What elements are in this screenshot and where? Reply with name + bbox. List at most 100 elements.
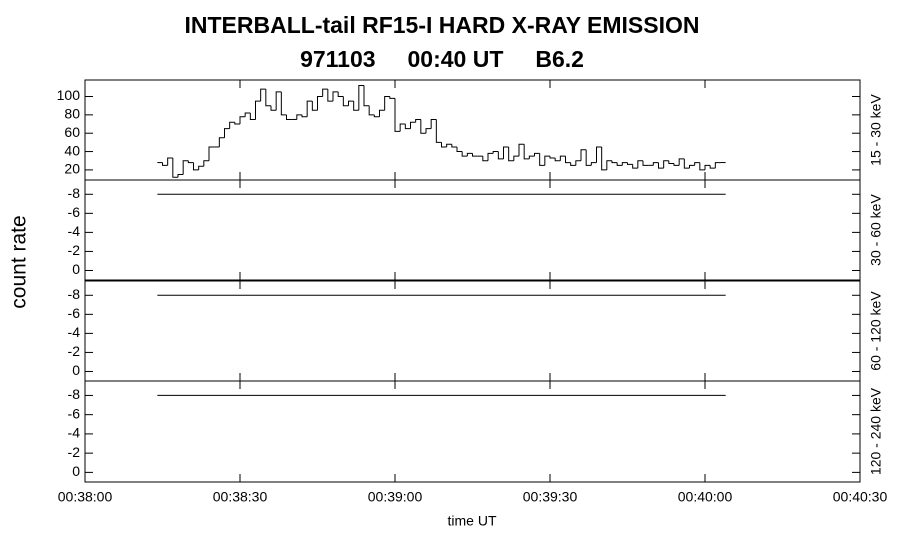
histogram-step	[683, 158, 690, 169]
histogram-step	[601, 146, 607, 171]
histogram-step	[275, 91, 282, 111]
histogram-step	[368, 105, 375, 116]
histogram-step	[549, 156, 556, 159]
histogram-step	[260, 88, 266, 102]
histogram-step	[203, 160, 209, 167]
y-tick-label: -4	[68, 425, 81, 441]
histogram-step	[342, 96, 349, 107]
histogram-step	[704, 164, 711, 170]
histogram-step	[487, 152, 494, 161]
histogram-step	[198, 165, 204, 170]
histogram-step	[280, 91, 287, 116]
y-tick-label: 0	[72, 463, 80, 479]
histogram-step	[353, 101, 359, 111]
histogram-step	[472, 153, 478, 157]
histogram-step	[658, 162, 664, 169]
histogram-step	[394, 98, 401, 132]
histogram-step	[311, 101, 318, 111]
histogram-step	[379, 109, 385, 117]
y-tick-label: -8	[68, 386, 81, 402]
histogram-step	[565, 156, 571, 164]
histogram-step	[456, 146, 463, 153]
x-axis-label: time UT	[448, 513, 497, 529]
histogram-step	[399, 123, 406, 132]
histogram-step	[218, 137, 225, 147]
histogram-step	[265, 89, 271, 107]
y-tick-label: -2	[68, 242, 81, 258]
histogram-step	[193, 162, 199, 171]
y-tick-label: 40	[64, 142, 80, 158]
histogram-step	[523, 144, 530, 160]
histogram-step	[616, 162, 623, 166]
chart-title: INTERBALL-tail RF15-I HARD X-RAY EMISSIO…	[185, 12, 700, 38]
y-tick-label: 60	[64, 124, 80, 140]
histogram-step	[596, 146, 602, 163]
histogram-step	[162, 162, 168, 166]
histogram-step	[668, 160, 674, 164]
histogram-step	[544, 155, 550, 166]
histogram-step	[451, 144, 457, 148]
y-tick-label: -4	[68, 324, 81, 340]
histogram-step	[446, 143, 452, 147]
histogram-step	[513, 155, 519, 161]
histogram-step	[172, 157, 178, 178]
x-tick-label: 00:38:00	[58, 489, 113, 505]
histogram-step	[580, 149, 587, 161]
histogram-step	[637, 160, 643, 169]
x-tick-label: 00:38:30	[213, 489, 268, 505]
y-tick-label: -6	[68, 405, 81, 421]
y-tick-label: 100	[57, 87, 81, 103]
histogram-step	[296, 114, 302, 120]
histogram-step	[327, 89, 333, 102]
histogram-step	[182, 160, 189, 175]
histogram-step	[606, 160, 612, 170]
histogram-step	[466, 152, 473, 157]
histogram-step	[503, 146, 509, 159]
histogram-step	[301, 114, 308, 118]
panel-frame	[84, 79, 861, 181]
histogram-step	[208, 146, 215, 161]
y-tick-label: -6	[68, 204, 81, 220]
histogram-step	[348, 100, 354, 106]
histogram-step	[699, 162, 705, 171]
histogram-step	[663, 160, 669, 169]
histogram-step	[709, 165, 716, 169]
histogram-step	[621, 162, 628, 166]
y-tick-label: 80	[64, 106, 80, 122]
chart-subtitle: 971103 00:40 UT B6.2	[300, 46, 584, 72]
histogram-step	[694, 162, 700, 166]
histogram-step	[430, 118, 437, 129]
y-tick-label: -2	[68, 444, 81, 460]
histogram-step	[384, 96, 390, 111]
histogram-step	[322, 88, 328, 97]
histogram-step	[317, 96, 323, 111]
x-tick-label: 00:39:00	[368, 489, 423, 505]
y-tick-label: -4	[68, 223, 81, 239]
histogram-step	[425, 128, 432, 134]
histogram-step	[482, 156, 488, 162]
histogram-step	[689, 164, 695, 169]
histogram-step	[389, 96, 395, 99]
histogram-step	[441, 142, 447, 148]
y-tick-label: -6	[68, 305, 81, 321]
histogram-step	[554, 157, 561, 162]
histogram-step	[373, 114, 380, 118]
y-tick-label: 20	[64, 161, 80, 177]
histogram-step	[167, 157, 173, 166]
channel-label: 15 - 30 keV	[868, 94, 884, 166]
y-axis-label: count rate	[8, 215, 31, 308]
histogram-step	[234, 122, 240, 125]
histogram-step	[575, 160, 581, 166]
histogram-step	[270, 105, 277, 111]
histogram-step	[239, 116, 246, 125]
histogram-step	[177, 173, 184, 178]
histogram-step	[585, 149, 592, 166]
histogram-step	[678, 158, 685, 166]
y-tick-label: -8	[68, 185, 81, 201]
histogram-step	[435, 119, 442, 143]
histogram-step	[714, 162, 721, 169]
histogram-step	[528, 155, 535, 159]
histogram-step	[492, 151, 499, 154]
histogram-step	[611, 160, 618, 164]
